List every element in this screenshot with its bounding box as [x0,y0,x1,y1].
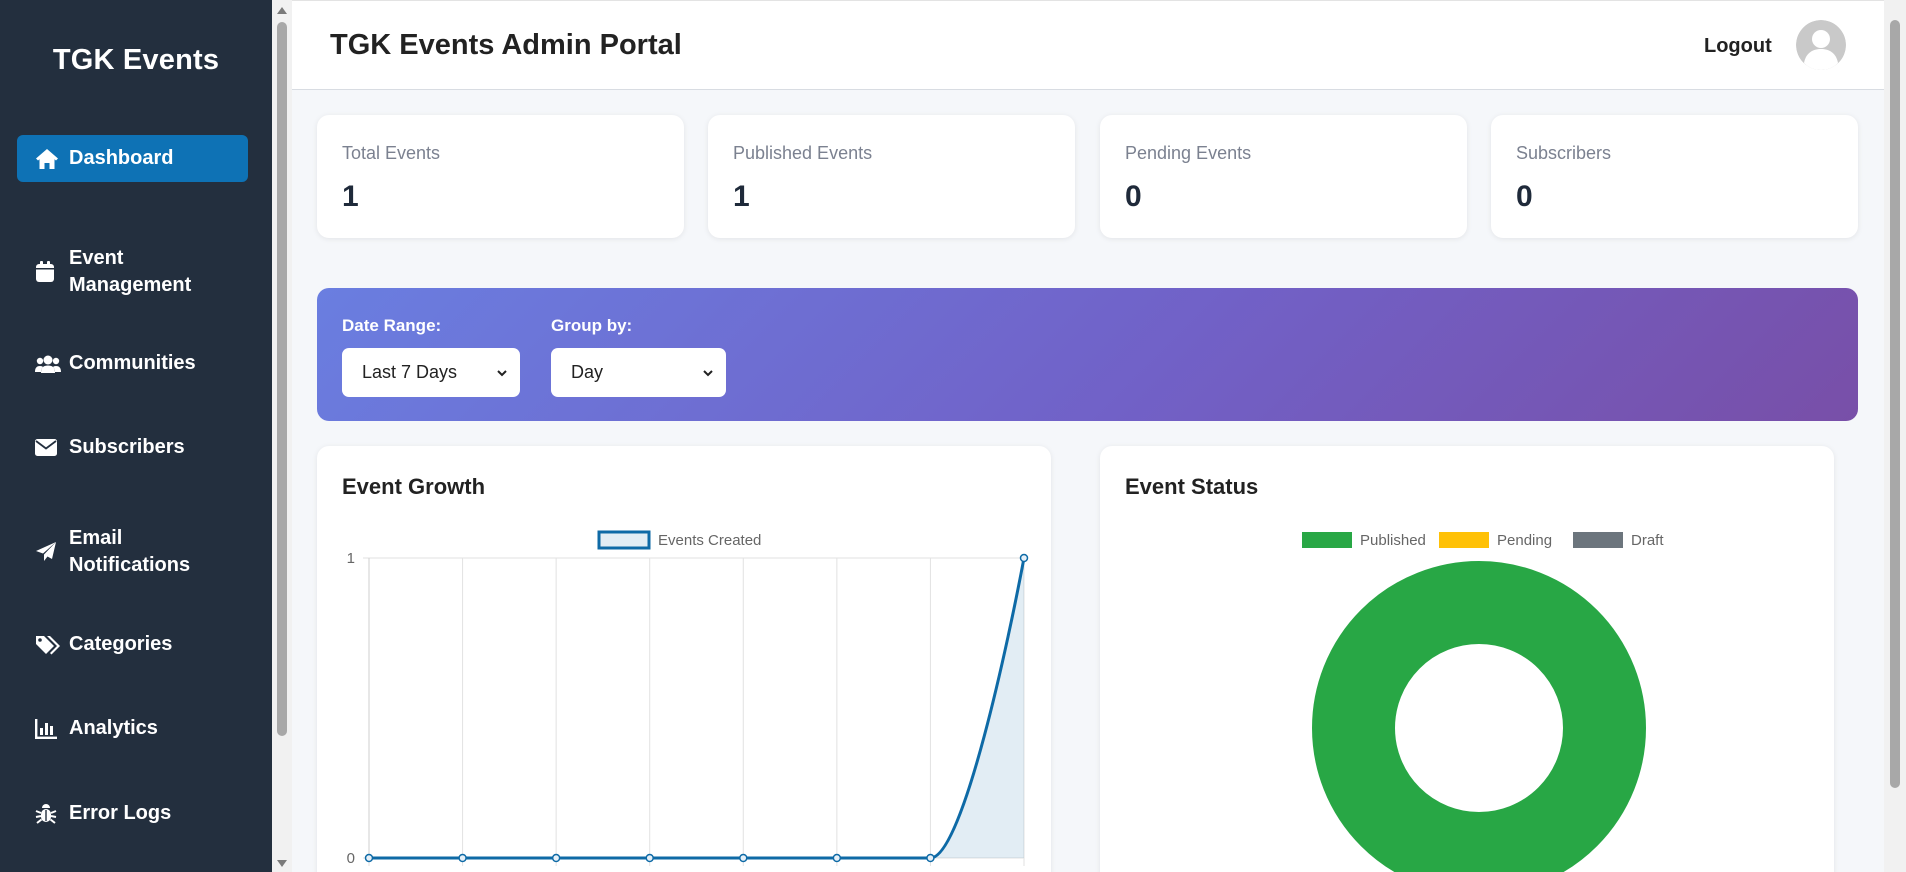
brand-logo: TGK Events [52,44,220,76]
y-tick-label: 1 [347,550,355,567]
scroll-up-arrow-icon[interactable] [277,7,287,14]
legend-label: Draft [1631,532,1664,549]
bar-chart-icon [35,718,69,739]
chart-legend: Events Created [597,530,761,550]
legend-swatch [1573,532,1623,548]
y-tick-label: 0 [347,850,355,867]
tags-icon [35,634,69,656]
scrollbar-thumb[interactable] [277,22,287,736]
stat-card-total-events: Total Events 1 [317,115,684,238]
page-title: TGK Events Admin Portal [330,28,682,61]
sidebar-item-label: Event Management [69,247,192,296]
calendar-icon [35,261,69,283]
legend-label: Published [1360,532,1426,549]
envelope-icon [35,439,69,456]
data-point[interactable] [739,853,748,863]
group-by-label: Group by: [551,316,633,335]
event-growth-chart: 0 1 Events Created [347,530,1029,867]
stat-label: Subscribers [1516,143,1612,163]
stat-label: Published Events [733,143,873,163]
legend-swatch [1439,532,1489,548]
legend-swatch [597,530,651,550]
paper-plane-icon [35,541,69,563]
users-icon [35,354,69,374]
page-scrollbar[interactable] [1884,0,1906,872]
data-point[interactable] [458,853,467,863]
event-status-title: Event Status [1125,474,1259,499]
stat-card-subscribers: Subscribers 0 [1491,115,1858,238]
stat-value: 1 [342,180,359,213]
bug-icon [35,803,69,825]
event-status-panel: Event Status Published Pending Draft [1100,446,1834,872]
sidebar-item-label: Subscribers [69,436,185,458]
event-growth-panel: Event Growth 0 1 Events Created [317,446,1051,872]
logout-link[interactable]: Logout [1704,35,1772,57]
group-by-value: Day [571,362,604,382]
user-avatar-icon[interactable] [1796,20,1846,70]
stat-value: 0 [1125,180,1142,213]
chart-legend: Published Pending Draft [1302,532,1664,549]
sidebar-item-label: Analytics [69,717,158,739]
series-area [369,558,1024,858]
slice-published[interactable] [1312,561,1646,872]
sidebar-item-email-notifications[interactable]: Email Notifications [17,512,248,592]
group-by-filter: Group by: Day [551,316,726,397]
sidebar-item-analytics[interactable]: Analytics [17,705,248,752]
legend-swatch [1302,532,1352,548]
data-point[interactable] [645,853,654,863]
sidebar-item-label: Email Notifications [69,527,191,576]
data-point[interactable] [1019,553,1029,563]
series-line-events-created [369,557,1026,860]
stat-value: 0 [1516,180,1533,213]
sidebar: TGK Events Dashboard Event Management Commu… [0,0,272,872]
scroll-down-arrow-icon[interactable] [277,860,287,867]
legend-label: Pending [1497,532,1552,549]
event-growth-title: Event Growth [342,474,486,499]
stat-label: Pending Events [1125,143,1252,163]
main-content: TGK Events Admin Portal Logout Total Eve… [292,0,1884,872]
sidebar-item-label: Error Logs [69,802,172,824]
date-range-select[interactable]: Last 7 Days [342,348,520,397]
stat-card-published-events: Published Events 1 [708,115,1075,238]
filter-panel: Date Range: Last 7 Days Group by: Day [317,288,1858,421]
chevron-down-icon [703,369,713,376]
sidebar-item-label: Communities [69,352,196,374]
sidebar-item-dashboard[interactable]: Dashboard [17,135,248,182]
chevron-down-icon [497,369,507,376]
content-scrollbar[interactable] [272,0,292,872]
event-status-chart: Published Pending Draft [1302,532,1664,872]
data-point[interactable] [926,853,935,863]
stat-card-pending-events: Pending Events 0 [1100,115,1467,238]
data-point[interactable] [832,853,842,863]
sidebar-item-label: Categories [69,633,173,655]
data-point[interactable] [551,853,561,863]
top-header: TGK Events Admin Portal Logout [292,0,1884,90]
date-range-label: Date Range: [342,316,442,335]
group-by-select[interactable]: Day [551,348,726,397]
date-range-value: Last 7 Days [362,362,458,382]
stat-value: 1 [733,180,750,213]
sidebar-item-categories[interactable]: Categories [17,621,248,668]
legend-label: Events Created [658,532,761,549]
sidebar-item-event-management[interactable]: Event Management [17,232,248,312]
sidebar-item-label: Dashboard [69,147,174,169]
sidebar-item-error-logs[interactable]: Error Logs [17,790,248,837]
sidebar-item-communities[interactable]: Communities [17,340,248,387]
page-scrollbar-thumb[interactable] [1890,20,1900,788]
data-point[interactable] [364,853,374,863]
sidebar-item-subscribers[interactable]: Subscribers [17,424,248,471]
stat-label: Total Events [342,143,441,163]
date-range-filter: Date Range: Last 7 Days [342,316,520,397]
home-icon [35,148,69,170]
